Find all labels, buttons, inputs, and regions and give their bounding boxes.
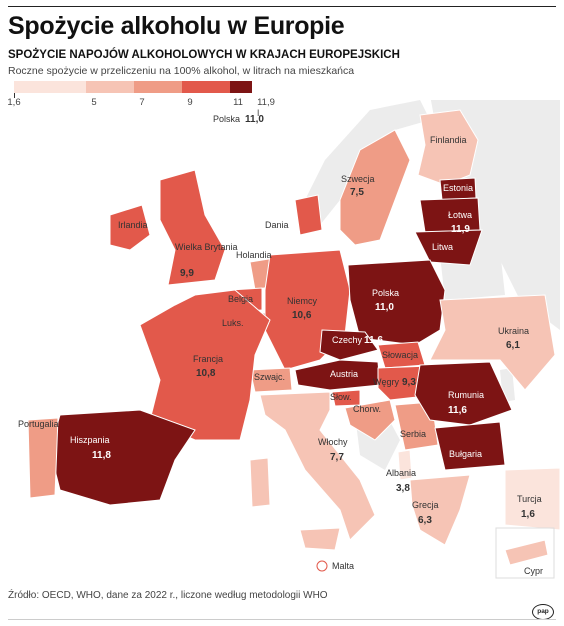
label-portugalia: Portugalia: [18, 419, 59, 429]
source-note: Źródło: OECD, WHO, dane za 2022 r., licz…: [8, 590, 328, 601]
label-finlandia: Finlandia: [430, 135, 467, 145]
callout-polska-label: Polska: [213, 114, 240, 124]
litwa-shape: [414, 229, 483, 266]
value-czechy: 11,6: [364, 335, 383, 346]
legend-tick: 1,6: [7, 97, 21, 108]
szwecja-shape: [339, 129, 411, 246]
label-niemcy: Niemcy: [287, 296, 318, 306]
label-wielka-brytania: Wielka Brytania: [175, 242, 238, 252]
malta-marker: [316, 560, 328, 572]
label-litwa: Litwa: [432, 242, 453, 252]
legend-start-marker: [14, 93, 15, 98]
wielka-brytania-shape: [159, 169, 226, 286]
label-chorwacja: Chorw.: [353, 404, 381, 414]
chart-subtitle: SPOŻYCIE NAPOJÓW ALKOHOLOWYCH W KRAJACH …: [8, 49, 400, 61]
legend-bin-4: [182, 81, 230, 93]
value-turcja: 1,6: [521, 509, 535, 520]
szwajcaria-shape: [249, 367, 293, 393]
label-cypr: Cypr: [524, 566, 543, 576]
label-serbia: Serbia: [400, 429, 426, 439]
cypr-inset-box: [495, 527, 555, 579]
pap-logo: pap: [532, 604, 554, 620]
label-belgia: Belgia: [228, 294, 253, 304]
label-luksemburg: Luks.: [222, 318, 244, 328]
value-lotwa: 11,9: [451, 224, 470, 235]
sardynia-shape: [249, 457, 271, 508]
page-title: Spożycie alkoholu w Europie: [8, 12, 345, 40]
value-szwecja: 7,5: [350, 187, 364, 198]
value-wlochy: 7,7: [330, 452, 344, 463]
label-slowacja: Słowacja: [382, 350, 418, 360]
color-legend: 1,6 5 7 9 11 11,9 l: [7, 81, 278, 119]
label-wlochy: Włochy: [318, 437, 348, 447]
legend-bin-2: [86, 81, 134, 93]
ukraina-shape: [429, 294, 556, 391]
label-wegry: Węgry: [373, 377, 400, 387]
value-ukraina: 6,1: [506, 340, 520, 351]
label-hiszpania: Hiszpania: [70, 435, 110, 445]
label-bulgaria: Bułgaria: [449, 449, 482, 459]
legend-tick: 9: [187, 97, 193, 108]
legend-bin-3: [134, 81, 182, 93]
czechy-shape: [319, 329, 379, 361]
legend-tick: 11,9 l: [257, 97, 275, 119]
label-grecja: Grecja: [412, 500, 439, 510]
value-wegry: 9,3: [402, 377, 416, 388]
legend-tick: 5: [91, 97, 97, 108]
label-lotwa: Łotwa: [448, 210, 472, 220]
value-rumunia: 11,6: [448, 405, 467, 416]
legend-tick: 11: [233, 97, 243, 108]
portugalia-shape: [27, 417, 59, 499]
chart-description: Roczne spożycie w przeliczeniu na 100% a…: [8, 65, 355, 77]
label-malta: Malta: [332, 561, 354, 571]
legend-bins: [14, 81, 252, 93]
dania-shape: [294, 194, 323, 236]
legend-bin-5: [230, 81, 252, 93]
label-slowenia: Słow.: [330, 392, 352, 402]
grecja-shape: [409, 474, 471, 546]
label-ukraina: Ukraina: [498, 326, 529, 336]
label-szwecja: Szwecja: [341, 174, 375, 184]
value-wielka-brytania: 9,9: [180, 268, 194, 279]
albania-shape: [397, 449, 413, 481]
francja-shape: [139, 289, 271, 441]
chorwacja-shape: [344, 399, 396, 441]
label-czechy: Czechy: [332, 335, 363, 345]
value-niemcy: 10,6: [292, 310, 312, 321]
label-francja: Francja: [193, 354, 223, 364]
turcja-shape: [504, 467, 561, 531]
label-rumunia: Rumunia: [448, 390, 484, 400]
polska-shape: [347, 259, 446, 346]
bulgaria-shape: [434, 421, 506, 471]
value-hiszpania: 11,8: [92, 450, 111, 461]
label-turcja: Turcja: [517, 494, 542, 504]
label-dania: Dania: [265, 220, 289, 230]
label-austria: Austria: [330, 369, 358, 379]
cypr-shape: [504, 539, 549, 566]
label-holandia: Holandia: [236, 250, 272, 260]
legend-tick: 7: [139, 97, 145, 108]
wlochy-shape: [259, 391, 376, 541]
bottom-rule: [8, 619, 556, 620]
europe-map: Finlandia Szwecja 7,5 Estonia Łotwa 11,9…: [18, 100, 561, 579]
label-polska: Polska: [372, 288, 399, 298]
callout-polska-value: 11,0: [245, 114, 264, 125]
sycylia-shape: [299, 527, 341, 551]
label-estonia: Estonia: [443, 183, 473, 193]
value-francja: 10,8: [196, 368, 216, 379]
value-polska: 11,0: [375, 302, 394, 313]
label-szwajcaria: Szwajc.: [254, 372, 285, 382]
top-rule: [8, 6, 556, 7]
irlandia-shape: [109, 204, 151, 251]
label-irlandia: Irlandia: [118, 220, 148, 230]
value-albania: 3,8: [396, 483, 410, 494]
legend-bin-1: [14, 81, 86, 93]
norway-land: [300, 100, 430, 225]
label-albania: Albania: [386, 468, 416, 478]
value-grecja: 6,3: [418, 515, 432, 526]
hiszpania-shape: [49, 409, 196, 506]
